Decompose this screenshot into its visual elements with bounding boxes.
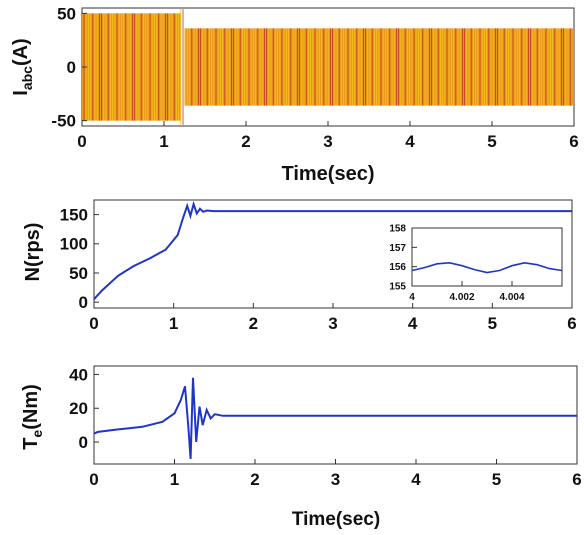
current-band: [184, 28, 574, 106]
x-tick-label: 0: [77, 132, 86, 151]
panel-speed: 0 1 2 3 4 5 6 0 50 100 150 N(rps) 4 4.002 4.004 155 15…: [22, 199, 577, 333]
y-tick-label: 155: [389, 282, 406, 293]
x-tick-label: 3: [328, 314, 337, 333]
y-tick-label: 20: [69, 399, 88, 418]
y-tick-label: 158: [389, 224, 406, 235]
x-tick-label: 4: [408, 314, 418, 333]
x-tick-label: 3: [323, 132, 332, 151]
inset-speed-line: [411, 261, 563, 274]
x-tick-label: 6: [572, 470, 581, 489]
y-tick-label: 157: [389, 243, 406, 254]
x-tick-label: 2: [249, 314, 258, 333]
y-axis-label: N(rps): [22, 223, 44, 282]
y-tick-label: 50: [57, 4, 76, 23]
y-tick-label: 100: [60, 235, 88, 254]
panel-torque: 0 1 2 3 4 5 6 0 20 40 Te(Nm) Time(sec): [20, 365, 582, 530]
current-band: [82, 13, 181, 121]
y-tick-label: 150: [60, 206, 88, 225]
x-tick-label: 2: [241, 132, 250, 151]
x-tick-label: 4: [411, 470, 421, 489]
x-tick-label: 1: [169, 314, 178, 333]
y-tick-label: 50: [69, 264, 88, 283]
inset-plot: 4 4.002 4.004 155 156 157 158: [389, 224, 563, 303]
x-tick-label: 2: [250, 470, 259, 489]
x-tick-label: 5: [488, 314, 497, 333]
x-tick-label: 4.004: [499, 292, 524, 303]
x-tick-label: 1: [159, 132, 168, 151]
x-tick-label: 4: [409, 292, 415, 303]
speed-line: [93, 200, 572, 300]
y-tick-label: 40: [69, 365, 88, 384]
x-tick-label: 6: [569, 132, 578, 151]
y-tick-label: -50: [51, 112, 76, 131]
x-tick-label: 4: [405, 132, 415, 151]
x-tick-label: 0: [89, 314, 98, 333]
y-tick-label: 156: [389, 262, 406, 273]
y-axis-label: Te(Nm): [20, 384, 45, 450]
y-tick-label: 0: [67, 58, 76, 77]
x-tick-label: 5: [492, 470, 501, 489]
x-axis-label: Time(sec): [292, 509, 380, 530]
torque-line: [93, 377, 577, 459]
x-tick-label: 1: [170, 470, 179, 489]
x-tick-label: 3: [331, 470, 340, 489]
x-tick-label: 6: [567, 314, 576, 333]
x-tick-label: 5: [487, 132, 496, 151]
y-tick-label: 0: [79, 293, 88, 312]
inset-frame: [411, 227, 563, 287]
x-tick-label: 4.002: [449, 292, 474, 303]
x-tick-label: 0: [89, 470, 98, 489]
y-axis-label: Iabc(A): [10, 38, 35, 95]
x-axis-label: Time(sec): [281, 163, 374, 185]
y-tick-label: 0: [79, 433, 88, 452]
